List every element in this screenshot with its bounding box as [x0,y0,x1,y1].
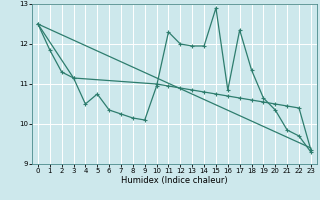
X-axis label: Humidex (Indice chaleur): Humidex (Indice chaleur) [121,176,228,185]
